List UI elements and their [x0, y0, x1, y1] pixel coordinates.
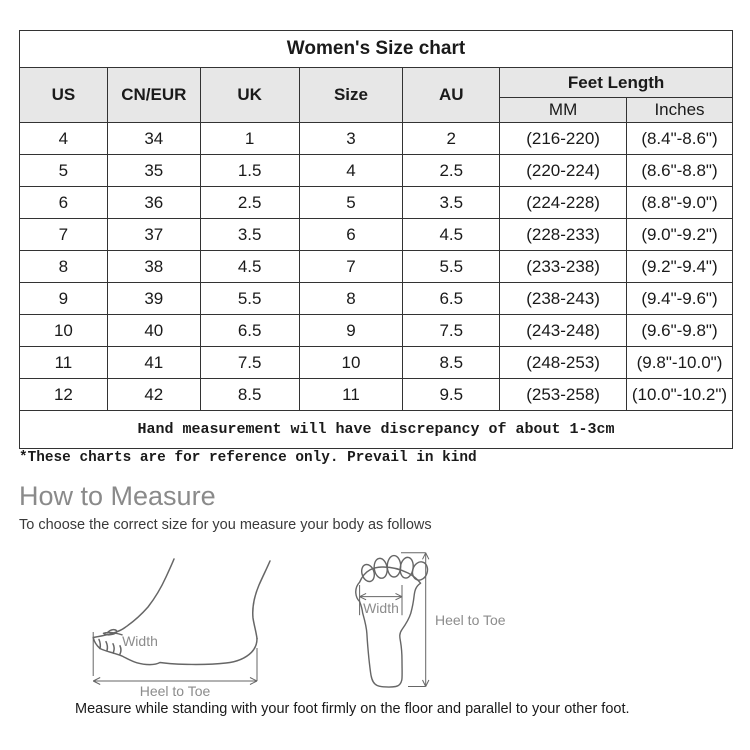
svg-text:Width: Width	[122, 633, 158, 649]
svg-text:Width: Width	[363, 600, 399, 616]
svg-text:Heel to Toe: Heel to Toe	[435, 612, 506, 628]
svg-text:Heel to Toe: Heel to Toe	[140, 683, 211, 699]
